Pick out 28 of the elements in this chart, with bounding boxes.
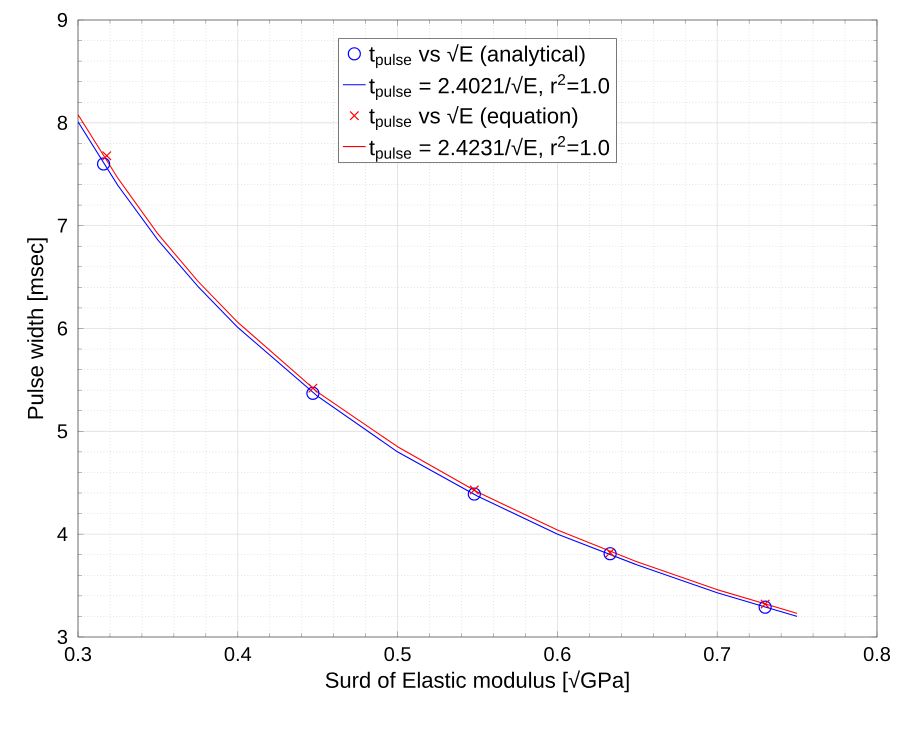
point [605, 548, 615, 558]
point [758, 600, 772, 614]
point [306, 386, 320, 400]
legend-label: t$_{pulse}$ vs √E (analytical) [369, 44, 585, 68]
x-tick-label: 0.4 [224, 647, 252, 662]
y-tick-label: 9 [58, 12, 67, 28]
x-tick-label: 0.8 [864, 647, 890, 662]
legend-label: t$_{pulse}$ vs √E (equation) [369, 106, 578, 130]
legend-label: t$_{pulse}$ = 2.4231/√E, r$^{2}$=1.0 [369, 136, 610, 162]
x-tick-label: 0.5 [384, 647, 411, 662]
point [468, 487, 481, 501]
y-tick-label: 3 [58, 630, 68, 644]
y-tick-label: 7 [58, 218, 67, 233]
point [102, 150, 112, 161]
point [96, 157, 110, 171]
y-tick-label: 6 [58, 321, 68, 336]
point [469, 485, 480, 495]
point [308, 383, 318, 393]
x-axis-title: Surd of Elastic modulus [√GPa] [326, 670, 629, 692]
point [604, 547, 617, 560]
y-tick-label: 4 [57, 527, 68, 542]
x-tick-label: 0.6 [544, 647, 570, 662]
x-tick-label: 0.7 [704, 647, 730, 662]
y-axis-title: Pulse width [msec] [27, 238, 48, 418]
legend-label: t$_{pulse}$ = 2.4021/√E, r$^{2}$=1.0 [369, 74, 610, 100]
y-tick-label: 5 [58, 424, 68, 438]
y-tick-label: 8 [58, 116, 68, 130]
x-tick-label: 0.3 [64, 647, 92, 662]
